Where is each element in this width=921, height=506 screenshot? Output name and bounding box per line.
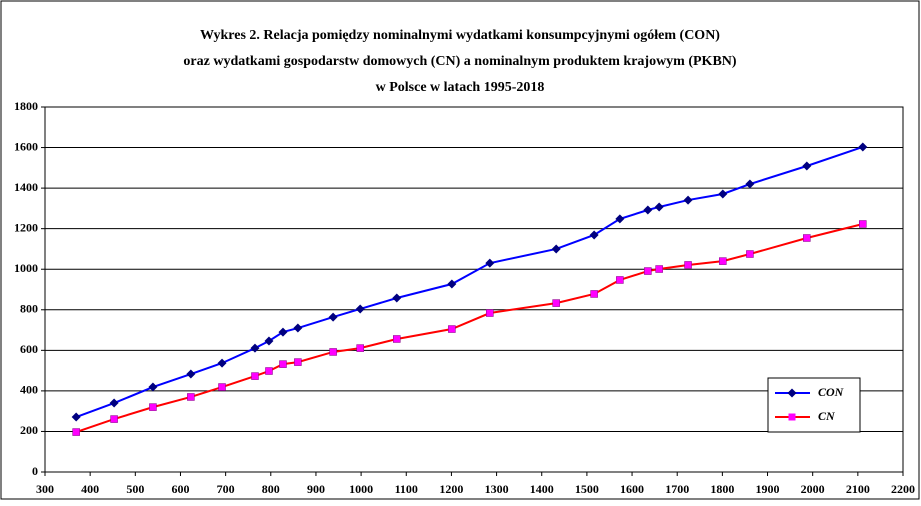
data-point [718, 189, 728, 199]
data-point [719, 257, 727, 265]
y-tick-label: 1600 [14, 139, 38, 153]
legend-marker [787, 388, 797, 398]
y-tick-label: 800 [20, 302, 38, 316]
data-point [589, 230, 599, 240]
data-point [448, 325, 456, 333]
y-tick-label: 200 [20, 423, 38, 437]
data-point [551, 244, 561, 254]
data-point [616, 276, 624, 284]
data-point [859, 220, 867, 228]
x-tick-label: 300 [36, 482, 54, 496]
data-point [265, 367, 273, 375]
data-point [109, 398, 119, 408]
data-point [655, 265, 663, 273]
data-point [654, 202, 664, 212]
legend-label: CON [818, 385, 845, 399]
data-point [251, 372, 259, 380]
data-point [217, 358, 227, 368]
x-tick-label: 2100 [846, 482, 870, 496]
x-tick-label: 2000 [801, 482, 825, 496]
data-point [803, 234, 811, 242]
data-point [294, 358, 302, 366]
data-point [393, 335, 401, 343]
data-point [186, 369, 196, 379]
y-tick-label: 400 [20, 383, 38, 397]
x-tick-label: 400 [81, 482, 99, 496]
series-line [75, 223, 864, 433]
data-point [71, 412, 81, 422]
data-point [110, 415, 118, 423]
legend-box [767, 377, 861, 433]
x-tick-label: 600 [171, 482, 189, 496]
data-point [149, 403, 157, 411]
data-point [683, 195, 693, 205]
data-point [250, 343, 260, 353]
x-tick-label: 1100 [395, 482, 418, 496]
data-point [392, 293, 402, 303]
y-tick-label: 600 [20, 342, 38, 356]
x-tick-label: 800 [262, 482, 280, 496]
chart-title: oraz wydatkami gospodarstw domowych (CN)… [183, 54, 736, 69]
x-tick-label: 700 [217, 482, 235, 496]
data-point [858, 142, 868, 152]
data-point [447, 279, 457, 289]
chart-title: Wykres 2. Relacja pomiędzy nominalnymi w… [200, 28, 720, 43]
x-tick-label: 1300 [485, 482, 509, 496]
data-point [745, 179, 755, 189]
x-tick-label: 1500 [575, 482, 599, 496]
data-point [590, 290, 598, 298]
data-point [218, 383, 226, 391]
data-point [684, 261, 692, 269]
y-tick-label: 1000 [14, 261, 38, 275]
data-point [485, 258, 495, 268]
data-point [148, 382, 158, 392]
x-tick-label: 1200 [439, 482, 463, 496]
plot-border [44, 106, 904, 473]
x-tick-label: 900 [307, 482, 325, 496]
x-tick-label: 1900 [756, 482, 780, 496]
data-point [278, 327, 288, 337]
x-tick-label: 1600 [620, 482, 644, 496]
data-point [644, 267, 652, 275]
x-tick-label: 1000 [349, 482, 373, 496]
data-point [328, 312, 338, 322]
data-point [552, 299, 560, 307]
data-point [355, 304, 365, 314]
chart-title: w Polsce w latach 1995-2018 [376, 80, 545, 95]
data-point [802, 161, 812, 171]
data-point [356, 344, 364, 352]
data-point [643, 205, 653, 215]
data-point [279, 360, 287, 368]
y-tick-label: 1800 [14, 99, 38, 113]
legend-marker [788, 413, 796, 421]
x-tick-label: 2200 [891, 482, 915, 496]
series-line [75, 146, 864, 418]
y-tick-label: 1400 [14, 180, 38, 194]
data-point [329, 348, 337, 356]
y-tick-label: 1200 [14, 220, 38, 234]
data-point [187, 393, 195, 401]
y-tick-label: 0 [32, 464, 38, 478]
data-point [264, 336, 274, 346]
x-tick-label: 1800 [710, 482, 734, 496]
data-point [72, 428, 80, 436]
x-tick-label: 500 [126, 482, 144, 496]
legend-label: CN [818, 409, 836, 423]
data-point [746, 250, 754, 258]
data-point [486, 309, 494, 317]
x-tick-label: 1400 [530, 482, 554, 496]
data-point [615, 214, 625, 224]
data-point [293, 323, 303, 333]
x-tick-label: 1700 [665, 482, 689, 496]
